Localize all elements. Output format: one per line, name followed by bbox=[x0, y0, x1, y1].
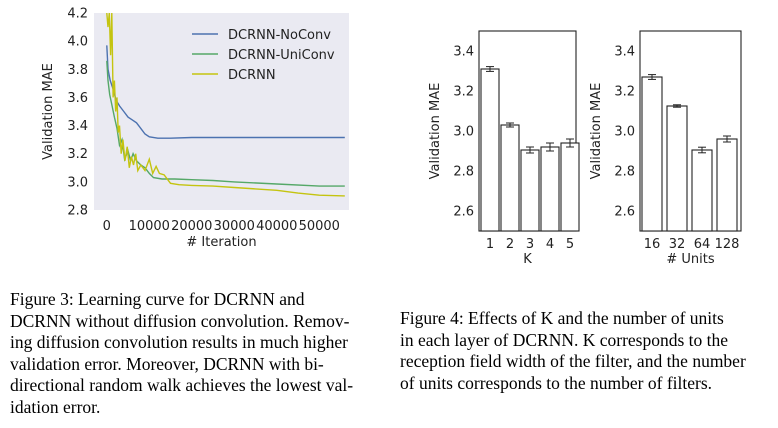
x-tick-label: 64 bbox=[694, 237, 711, 252]
y-tick-label: 3.0 bbox=[67, 175, 88, 190]
k-effect-bar-chart: 1 2 3 4 5 2.6 2.8 3.0 3.2 3.4 K Validation MAE bbox=[428, 30, 580, 267]
y-axis-label: Validation MAE bbox=[428, 83, 443, 180]
y-tick-label: 4.0 bbox=[67, 35, 88, 50]
bar-5 bbox=[560, 142, 580, 232]
x-tick-label: 32 bbox=[669, 237, 686, 252]
legend-label-0: DCRNN-NoConv bbox=[228, 28, 331, 43]
y-axis-label: Validation MAE bbox=[41, 63, 56, 160]
caption-line: DCRNN without diffusion convolution. Rem… bbox=[10, 310, 350, 331]
y-axis-label: Validation MAE bbox=[589, 83, 604, 180]
y-tick-label: 2.8 bbox=[614, 165, 635, 180]
bar-4 bbox=[540, 146, 560, 232]
y-tick-label: 3.0 bbox=[453, 125, 474, 140]
x-tick-label: 40000 bbox=[256, 219, 297, 234]
x-tick-label: 16 bbox=[644, 237, 661, 252]
caption-line: of units corresponds to the number of fi… bbox=[400, 372, 713, 393]
y-tick-label: 3.4 bbox=[453, 45, 474, 60]
y-tick-label: 2.6 bbox=[614, 205, 635, 220]
bar-3 bbox=[520, 149, 540, 232]
x-tick-label: 128 bbox=[715, 237, 740, 252]
caption-line: idation error. bbox=[10, 396, 101, 417]
x-tick-label: 0 bbox=[103, 219, 111, 234]
y-tick-label: 2.6 bbox=[453, 205, 474, 220]
x-tick-label: 50000 bbox=[299, 219, 340, 234]
x-tick-label: 5 bbox=[566, 237, 574, 252]
y-tick-label: 3.2 bbox=[614, 85, 635, 100]
y-tick-label: 3.4 bbox=[67, 119, 88, 134]
caption-line: in each layer of DCRNN. K corresponds to… bbox=[400, 329, 729, 350]
x-tick-label: 10000 bbox=[129, 219, 170, 234]
bar-1 bbox=[480, 68, 500, 232]
bar-128 bbox=[716, 138, 738, 232]
caption-line: reception field width of the filter, and… bbox=[400, 351, 746, 371]
legend-label-2: DCRNN bbox=[228, 68, 276, 83]
caption-line: validation error. Moreover, DCRNN with b… bbox=[10, 353, 324, 374]
legend-label-1: DCRNN-UniConv bbox=[228, 48, 335, 63]
y-tick-label: 4.2 bbox=[67, 7, 88, 22]
bar-2 bbox=[500, 124, 520, 232]
caption-line: directional random walk achieves the low… bbox=[10, 375, 354, 395]
x-tick-label: 4 bbox=[546, 237, 554, 252]
y-tick-label: 2.8 bbox=[453, 165, 474, 180]
y-tick-label: 3.6 bbox=[67, 91, 88, 106]
x-axis-label: # Units bbox=[666, 252, 714, 267]
learning-curve-chart: 2.8 3.0 3.2 3.4 3.6 3.8 4.0 4.2 0 10000 20000 30000… bbox=[41, 7, 349, 250]
y-tick-label: 3.2 bbox=[453, 85, 474, 100]
x-axis-label: K bbox=[523, 252, 532, 267]
x-axis-label: # Iteration bbox=[186, 235, 256, 250]
bar-16 bbox=[641, 76, 663, 232]
figure-4-caption: Figure 4: Effects of K and the number of… bbox=[400, 308, 776, 394]
bar-64 bbox=[691, 149, 713, 232]
y-tick-label: 3.4 bbox=[614, 45, 635, 60]
series-line-2 bbox=[106, 12, 345, 197]
x-tick-label: 1 bbox=[486, 237, 494, 252]
plot-area bbox=[94, 13, 349, 210]
y-tick-label: 3.8 bbox=[67, 63, 88, 78]
y-tick-label: 3.0 bbox=[614, 125, 635, 140]
y-tick-label: 2.8 bbox=[67, 204, 88, 219]
bar-32 bbox=[666, 105, 688, 232]
figure-3-caption: Figure 3: Learning curve for DCRNN and DC… bbox=[10, 289, 383, 418]
x-tick-label: 20000 bbox=[171, 219, 212, 234]
caption-line: Figure 3: Learning curve for DCRNN and bbox=[10, 289, 305, 309]
units-effect-bar-chart: 16 32 64 128 2.6 2.8 3.0 3.2 3.4 # Units Validatio… bbox=[589, 30, 742, 267]
x-tick-label: 2 bbox=[506, 237, 514, 252]
caption-line: Figure 4: Effects of K and the number of… bbox=[400, 308, 724, 328]
caption-line: ing diffusion convolution results in muc… bbox=[10, 332, 348, 352]
x-tick-label: 30000 bbox=[214, 219, 255, 234]
x-tick-label: 3 bbox=[526, 237, 534, 252]
y-tick-label: 3.2 bbox=[67, 147, 88, 162]
